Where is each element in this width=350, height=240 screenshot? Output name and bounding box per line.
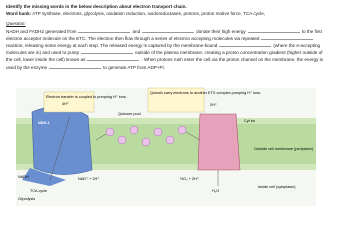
label: Electron transfer is coupled to pumping … [46, 95, 127, 99]
ndh-complex [31, 106, 93, 175]
label: NAD⁺ + 2H⁺ [78, 177, 99, 181]
label: ½O₂ + 2H⁺ [180, 177, 199, 181]
question-text: NADH and FADH2 generated from and donate t… [6, 28, 324, 71]
label: H₂O [212, 189, 219, 193]
word-bank: Word bank: ATP synthase, electrons, glyc… [6, 10, 324, 17]
answer-blank[interactable] [87, 56, 140, 62]
label: Quinols carry electrons to another ETS c… [150, 91, 261, 95]
answer-blank[interactable] [78, 28, 131, 33]
label: 2H⁺ [210, 103, 217, 107]
text-segment: to generate ATP from ADP+Pi. [103, 64, 165, 70]
label: TCA cycle [30, 189, 47, 193]
text-segment: NADH and FADH2 generated from [6, 28, 77, 34]
label: Outside cell membrane (periplasm) [254, 147, 314, 151]
text-segment: . When protons rush enter the cell via t… [6, 57, 323, 70]
answer-blank[interactable] [81, 49, 134, 55]
label: Quinone pool [118, 112, 141, 116]
label: Inside cell (cytoplasm) [258, 185, 296, 189]
arrows [49, 115, 219, 186]
quinones [105, 125, 187, 147]
answer-blank[interactable] [49, 64, 102, 69]
text-segment: outside of the plasma membrane, creating… [6, 50, 323, 63]
text-segment: donate their high energy [196, 28, 246, 34]
text-segment: to the first electron acceptor molecule … [6, 28, 322, 41]
label: NDH-1 [38, 121, 50, 125]
answer-blank[interactable] [247, 28, 300, 33]
word-bank-label: Word bank: [6, 11, 32, 17]
label: NADH [18, 175, 29, 179]
answer-blank[interactable] [142, 28, 195, 33]
question-label: Question: [6, 21, 26, 27]
answer-blank[interactable] [261, 35, 314, 40]
document: Identify the missing words in the below … [6, 3, 324, 71]
diagram: Electron transfer is coupled to pumping … [16, 87, 316, 206]
note-box [43, 91, 95, 113]
label: Glycolysis [18, 197, 35, 201]
title: Identify the missing words in the below … [6, 4, 187, 9]
label: 4H⁺ [62, 102, 69, 106]
ndh-arm [22, 168, 66, 186]
page: Identify the missing words in the below … [6, 3, 324, 206]
text-segment: reaction, releasing some energy at each … [6, 43, 218, 49]
word-bank-text: ATP synthase, electrons, glycolysis, oxi… [32, 11, 266, 17]
text-segment: (where the e-accepting molecules are in)… [6, 43, 321, 56]
cyt-bo [197, 113, 241, 171]
answer-blank[interactable] [219, 42, 272, 48]
label: Cyt bo [244, 119, 255, 123]
note-box [147, 87, 205, 113]
text-segment: and [132, 28, 141, 34]
